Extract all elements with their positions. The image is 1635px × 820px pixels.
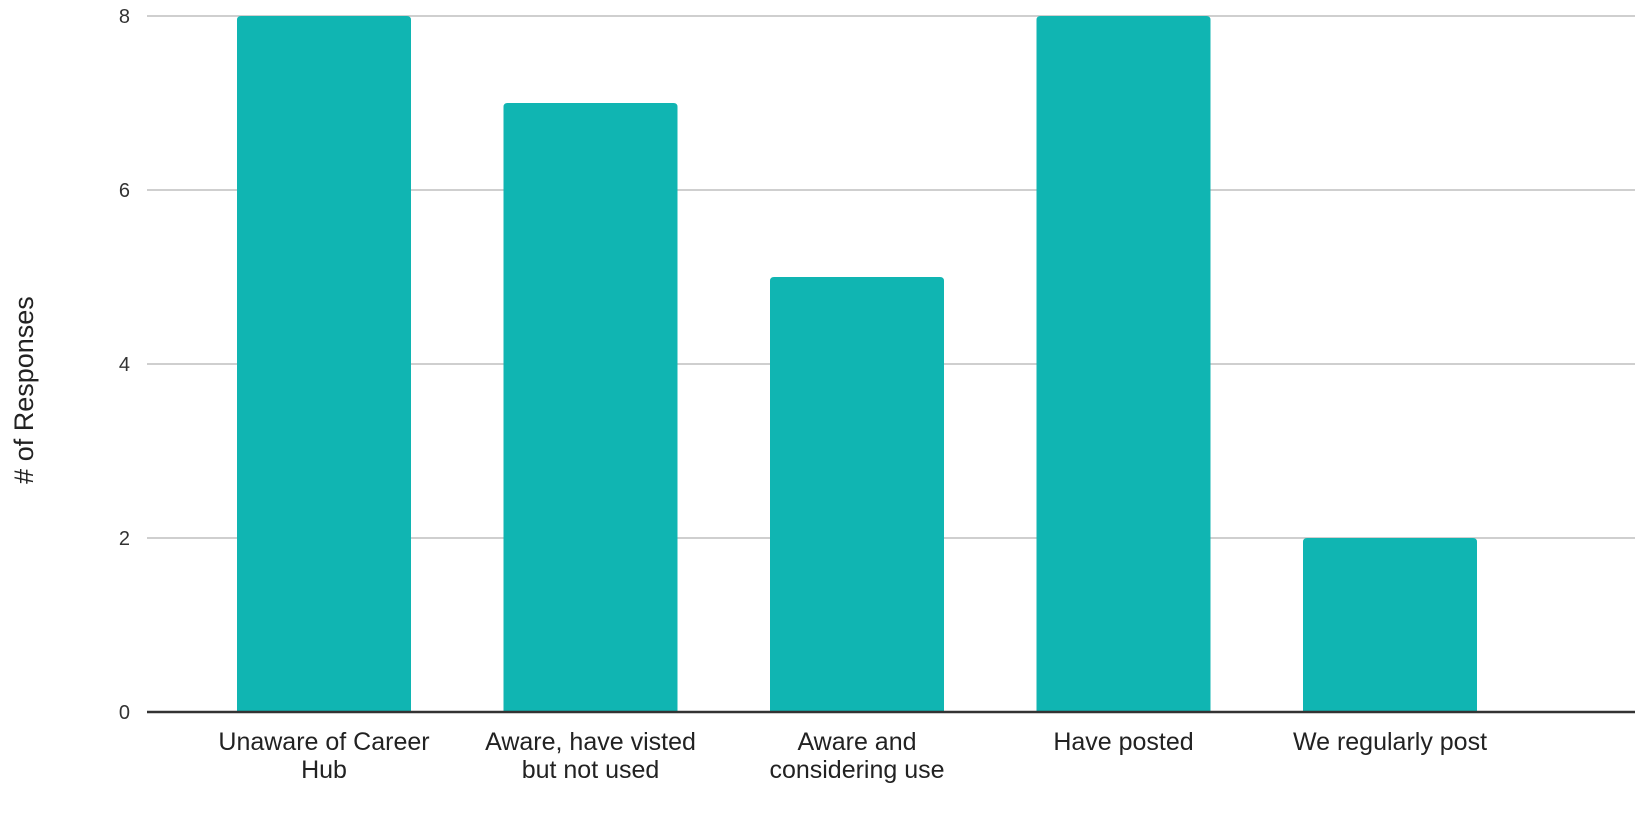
bar xyxy=(770,277,944,712)
y-axis-title: # of Responses xyxy=(9,296,39,484)
y-axis-ticks: 0 2 4 6 8 xyxy=(119,6,130,724)
x-tick-label: Aware, have visted but not used xyxy=(485,728,696,784)
x-axis-labels: Unaware of Career Hub Aware, have visted bu… xyxy=(218,728,1487,784)
x-tick-label: Have posted xyxy=(1053,728,1193,756)
bar xyxy=(237,16,411,712)
x-tick-label: Aware and considering use xyxy=(769,728,944,784)
y-tick-label: 6 xyxy=(119,180,130,202)
x-tick-label: We regularly post xyxy=(1293,728,1487,756)
y-tick-label: 0 xyxy=(119,702,130,724)
bar xyxy=(503,103,678,712)
bars xyxy=(237,16,1477,712)
x-tick-label: Unaware of Career Hub xyxy=(218,728,429,784)
bar xyxy=(1303,538,1477,712)
y-tick-label: 2 xyxy=(119,528,130,550)
bar xyxy=(1036,16,1211,712)
y-tick-label: 8 xyxy=(119,6,130,28)
y-tick-label: 4 xyxy=(119,354,130,376)
